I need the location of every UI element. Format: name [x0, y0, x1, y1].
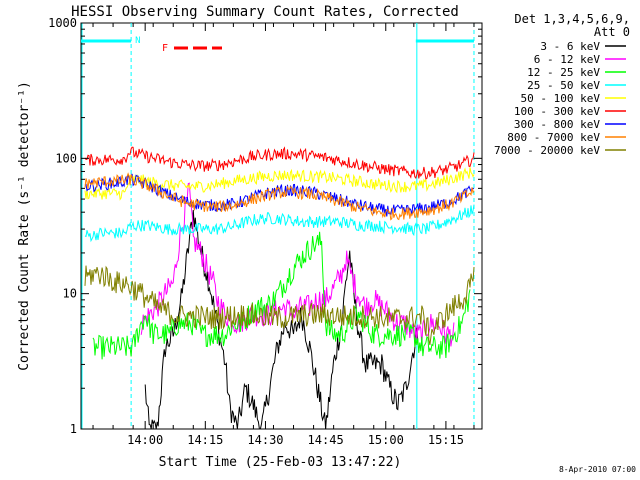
legend-label-3: 25 - 50 keV [527, 79, 600, 92]
chart-title: HESSI Observing Summary Count Rates, Cor… [71, 4, 459, 20]
x-tick-label-1: 14:15 [187, 433, 223, 447]
plot-frame [80, 22, 483, 430]
x-axis-label: Start Time (25-Feb-03 13:47:22) [159, 455, 402, 470]
series-line-0 [144, 209, 419, 429]
y-tick-label-1: 10 [63, 287, 77, 301]
legend-label-2: 12 - 25 keV [527, 66, 600, 79]
x-tick-label-0: 14:00 [127, 433, 163, 447]
x-axis: 14:00 14:15 14:30 14:45 15:00 15:15 [92, 23, 475, 447]
legend-label-5: 100 - 300 keV [514, 105, 600, 118]
series-group [84, 146, 475, 429]
flag-n-label: N [135, 36, 140, 46]
flag-f-label: F [162, 43, 168, 54]
x-tick-label-2: 14:30 [247, 433, 283, 447]
x-tick-label-3: 14:45 [308, 433, 344, 447]
series-line-8 [84, 265, 475, 345]
y-tick-label-0: 1 [70, 422, 77, 436]
series-line-1 [140, 182, 455, 347]
legend-label-8: 7000 - 20000 keV [494, 144, 600, 157]
series-line-5 [84, 146, 475, 180]
footer-date: 8-Apr-2010 07:00 [559, 465, 636, 474]
legend-header: Det 1,3,4,5,6,9, [514, 12, 630, 26]
series-line-4 [84, 167, 475, 201]
legend-label-6: 300 - 800 keV [514, 118, 600, 131]
y-axis-label: Corrected Count Rate (s⁻¹ detector⁻¹) [17, 81, 32, 371]
x-tick-label-4: 15:00 [368, 433, 404, 447]
y-tick-label-3: 1000 [48, 16, 77, 30]
x-tick-label-5: 15:15 [428, 433, 464, 447]
flag-markers: NF [135, 36, 222, 54]
series-line-2 [92, 231, 471, 360]
legend-label-4: 50 - 100 keV [521, 92, 601, 105]
series-line-3 [84, 204, 475, 243]
legend-label-0: 3 - 6 keV [540, 40, 600, 53]
legend-label-1: 6 - 12 keV [534, 53, 601, 66]
y-tick-label-2: 100 [55, 151, 77, 165]
legend-label-7: 800 - 7000 keV [507, 131, 600, 144]
series-line-7 [84, 172, 475, 221]
legend-header-att: Att 0 [594, 25, 630, 39]
y-axis: 1 10 100 1000 [48, 16, 482, 436]
